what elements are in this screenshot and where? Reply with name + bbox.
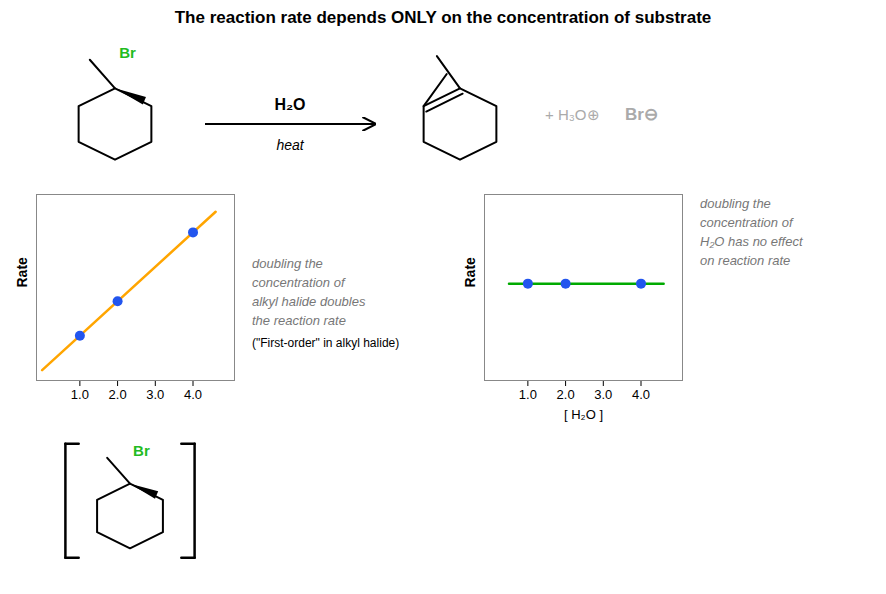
- svg-text:Rate: Rate: [462, 257, 478, 288]
- html-text:alkyl halide doubles: alkyl halide doubles: [252, 294, 366, 309]
- html-text:doubling the: doubling the: [700, 196, 771, 211]
- html-text:("First-order" in alkyl halide: ("First-order" in alkyl halide): [252, 336, 400, 350]
- svg-text:+ H₃O⊕: + H₃O⊕: [545, 106, 600, 123]
- svg-text:H₂O: H₂O: [274, 96, 305, 113]
- html-text:the reaction rate: the reaction rate: [252, 313, 346, 328]
- svg-text:Br⊖: Br⊖: [625, 105, 658, 124]
- svg-text:Br: Br: [133, 442, 150, 459]
- svg-text:2.0: 2.0: [109, 387, 127, 402]
- svg-text:4.0: 4.0: [184, 387, 202, 402]
- html-text:concentration of: concentration of: [252, 275, 345, 290]
- svg-text:4.0: 4.0: [632, 387, 650, 402]
- html-text:on reaction rate: on reaction rate: [700, 253, 791, 268]
- html-text:doubling the: doubling the: [252, 256, 323, 271]
- html-text:The reaction rate depends ONLY: The reaction rate depends ONLY on the co…: [174, 8, 712, 27]
- html-text:concentration of: concentration of: [700, 215, 793, 230]
- svg-text:[ H₂O ]: [ H₂O ]: [564, 407, 603, 422]
- svg-text:1.0: 1.0: [71, 387, 89, 402]
- html-text:H₂O has no effect: H₂O has no effect: [700, 234, 803, 249]
- svg-text:heat: heat: [276, 137, 304, 153]
- svg-text:3.0: 3.0: [594, 387, 612, 402]
- svg-text:Br: Br: [119, 44, 136, 61]
- svg-text:1.0: 1.0: [519, 387, 537, 402]
- svg-text:3.0: 3.0: [146, 387, 164, 402]
- svg-text:2.0: 2.0: [557, 387, 575, 402]
- svg-text:Rate: Rate: [14, 257, 30, 288]
